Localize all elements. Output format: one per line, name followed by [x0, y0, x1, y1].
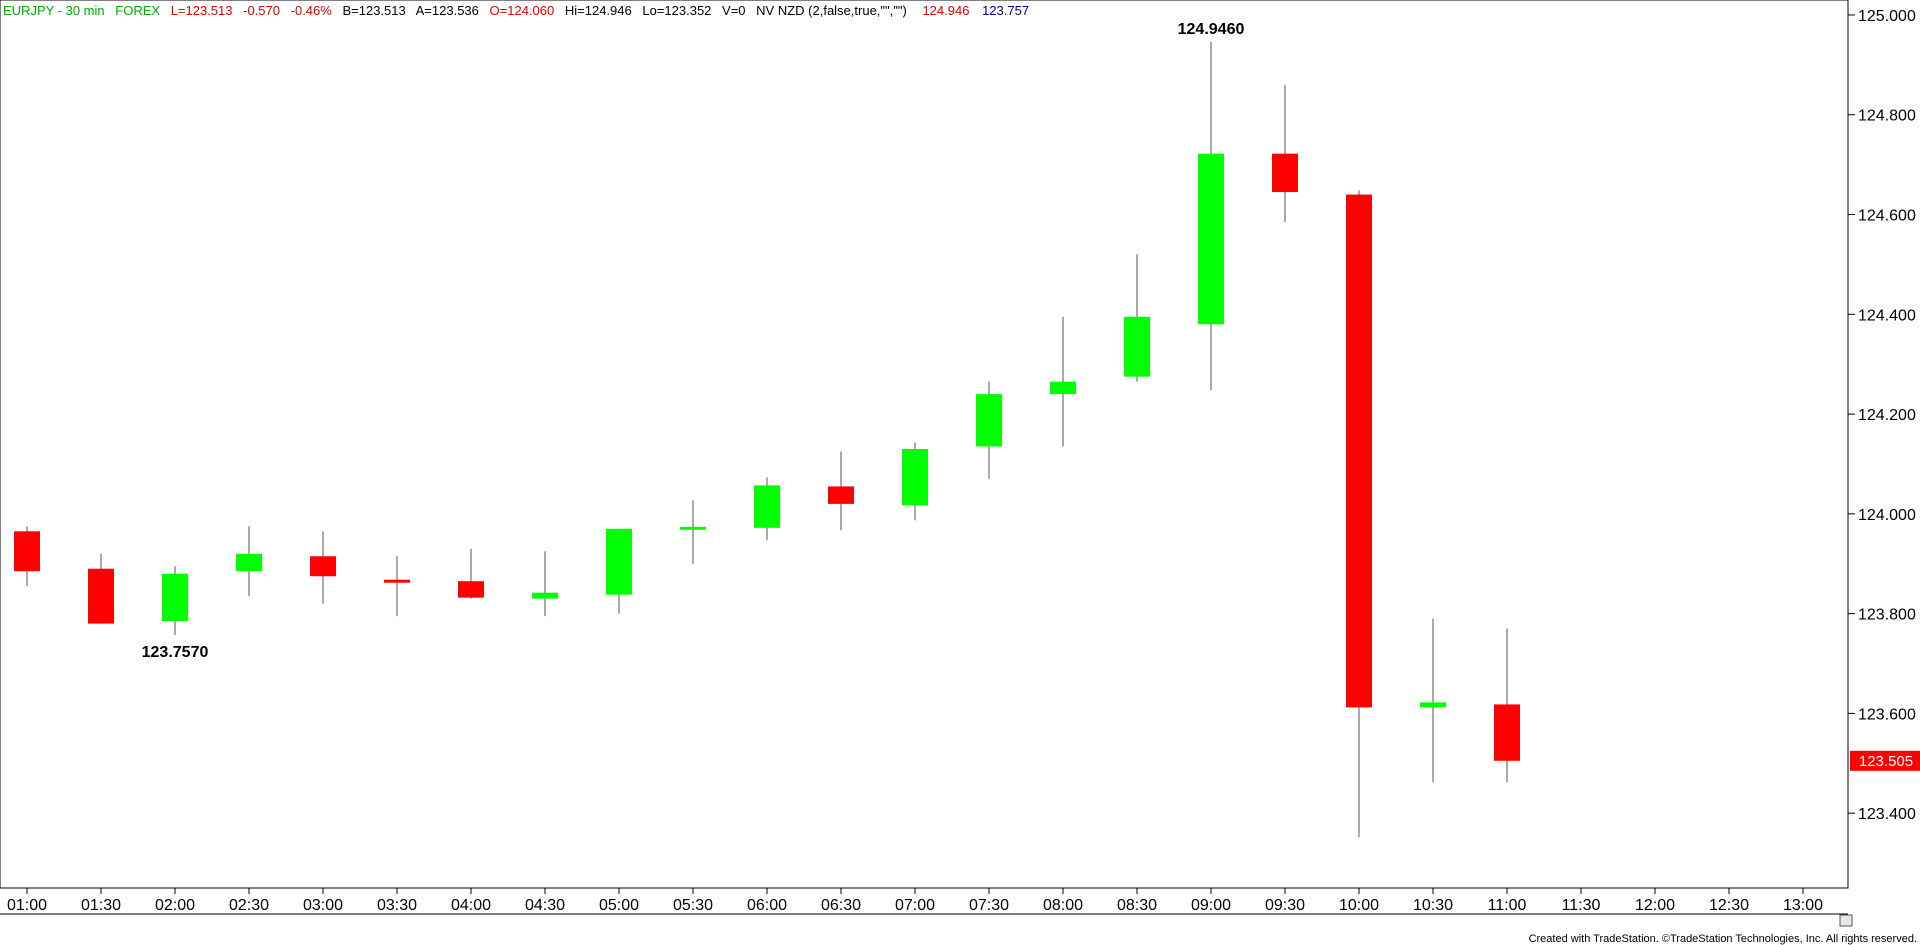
price-tick-label: 124.800 — [1858, 108, 1916, 125]
time-tick-label: 01:30 — [81, 897, 121, 914]
time-tick-label: 07:30 — [969, 897, 1009, 914]
header-indicator-value-2: 123.757 — [982, 3, 1029, 18]
last-price-label: 123.505 — [1859, 753, 1913, 770]
time-axis: 01:00 01:30 02:00 02:30 03:00 03:30 04:00 04:30… — [7, 888, 1823, 914]
candle-body — [458, 581, 484, 598]
candle-body — [976, 394, 1002, 447]
candle-body — [1494, 704, 1520, 761]
time-tick-label: 11:00 — [1488, 897, 1527, 914]
time-tick-label: 11:30 — [1562, 897, 1601, 914]
time-tick-label: 08:00 — [1043, 897, 1083, 914]
time-tick-label: 12:00 — [1635, 897, 1675, 914]
candle-body — [606, 528, 632, 595]
price-tick-label: 123.400 — [1858, 806, 1916, 823]
time-tick-label: 04:30 — [525, 897, 565, 914]
header-ask: A=123.536 — [416, 3, 479, 18]
price-tick-label: 124.200 — [1858, 407, 1916, 424]
time-tick-label: 04:00 — [451, 897, 491, 914]
candle-body — [1124, 316, 1150, 377]
time-tick-label: 03:00 — [303, 897, 343, 914]
time-tick-label: 10:00 — [1339, 897, 1379, 914]
footer-credit: Created with TradeStation. ©TradeStation… — [1529, 933, 1917, 945]
plot-area — [0, 0, 1849, 889]
candle-body — [14, 531, 40, 572]
time-tick-label: 01:00 — [7, 897, 47, 914]
header-market: FOREX — [115, 3, 160, 18]
price-tick-label: 124.600 — [1858, 208, 1916, 225]
price-annotations: 124.9460 123.7570 — [142, 21, 1245, 661]
candle-body — [1198, 153, 1224, 325]
time-tick-label: 05:30 — [673, 897, 713, 914]
price-tick-label: 125.000 — [1858, 8, 1916, 25]
candle-body — [1050, 381, 1076, 395]
price-axis: 125.000 124.800 124.600 124.400 124.200 124.0… — [1848, 8, 1916, 823]
header-symbol: EURJPY - 30 min — [3, 3, 105, 18]
candlestick-series — [14, 41, 1520, 838]
header-indicator: NV NZD (2,false,true,"","") — [756, 3, 907, 18]
candle-body — [88, 568, 114, 624]
scroll-thumb[interactable] — [1839, 914, 1853, 927]
header-high: Hi=124.946 — [565, 3, 632, 18]
time-tick-label: 02:30 — [229, 897, 269, 914]
header-volume: V=0 — [722, 3, 746, 18]
chart-header: EURJPY - 30 min FOREX L=123.513 -0.570 -… — [3, 3, 1029, 18]
candle-body — [162, 573, 188, 622]
header-last: L=123.513 — [171, 3, 233, 18]
header-low: Lo=123.352 — [642, 3, 711, 18]
candle-body — [1420, 702, 1446, 708]
time-tick-label: 03:30 — [377, 897, 417, 914]
candle-body — [532, 592, 558, 599]
candle-body — [680, 526, 706, 530]
time-tick-label: 09:00 — [1191, 897, 1231, 914]
candle-body — [828, 486, 854, 504]
header-indicator-value-1: 124.946 — [922, 3, 969, 18]
time-tick-label: 05:00 — [599, 897, 639, 914]
header-change: -0.570 — [243, 3, 280, 18]
candle-body — [384, 579, 410, 583]
time-tick-label: 12:30 — [1709, 897, 1749, 914]
time-tick-label: 07:00 — [895, 897, 935, 914]
header-bid: B=123.513 — [342, 3, 405, 18]
time-tick-label: 06:00 — [747, 897, 787, 914]
candle-body — [754, 485, 780, 528]
price-tick-label: 124.400 — [1858, 307, 1916, 324]
time-tick-label: 06:30 — [821, 897, 861, 914]
time-tick-label: 08:30 — [1117, 897, 1157, 914]
time-tick-label: 13:00 — [1783, 897, 1823, 914]
price-annotation: 123.7570 — [142, 644, 209, 661]
last-price-badge — [1850, 750, 1920, 771]
time-tick-label: 09:30 — [1265, 897, 1305, 914]
price-annotation: 124.9460 — [1178, 21, 1245, 38]
header-open: O=124.060 — [490, 3, 555, 18]
time-tick-label: 10:30 — [1413, 897, 1453, 914]
candle-body — [1272, 153, 1298, 193]
candle-body — [236, 553, 262, 572]
time-tick-label: 02:00 — [155, 897, 195, 914]
price-tick-label: 123.800 — [1858, 607, 1916, 624]
header-change-pct: -0.46% — [291, 3, 333, 18]
price-tick-label: 124.000 — [1858, 507, 1916, 524]
candle-body — [1346, 194, 1372, 708]
price-tick-label: 123.600 — [1858, 706, 1916, 723]
candle-body — [902, 448, 928, 506]
candle-body — [310, 556, 336, 577]
